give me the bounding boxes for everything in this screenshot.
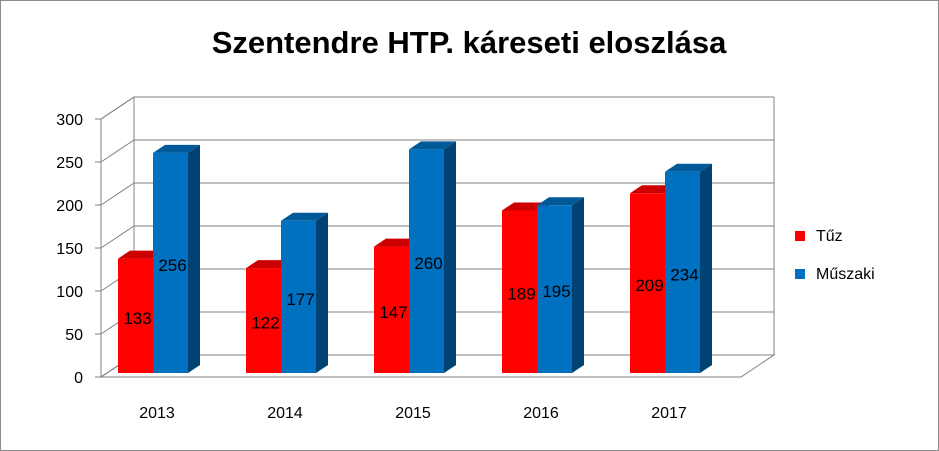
data-label: 133 <box>123 309 151 328</box>
data-labels: 133 256 122 177 147 260 189 195 209 234 <box>123 254 698 332</box>
y-tick-label: 150 <box>56 241 83 258</box>
gridline <box>100 96 774 120</box>
y-tick-label: 200 <box>56 198 83 215</box>
legend-swatch <box>795 231 805 241</box>
data-label: 234 <box>670 265 698 284</box>
x-axis-ticks: 2013 2014 2015 2016 2017 <box>139 405 687 422</box>
gridline <box>100 139 774 163</box>
bar-muszaki-2013 <box>153 144 200 373</box>
gridline <box>100 182 774 206</box>
y-tick-label: 50 <box>65 327 83 344</box>
data-label: 260 <box>414 254 442 273</box>
data-label: 122 <box>251 314 279 333</box>
y-tick-label: 100 <box>56 284 83 301</box>
x-tick-label: 2015 <box>395 405 431 422</box>
legend-label: Tűz <box>816 228 843 245</box>
bar-muszaki-2016 <box>537 197 584 373</box>
y-axis-ticks: 0 50 100 150 200 250 300 <box>56 112 83 387</box>
x-tick-label: 2016 <box>523 405 559 422</box>
chart-title: Szentendre HTP. káreseti eloszlása <box>212 25 727 60</box>
data-label: 209 <box>635 276 663 295</box>
y-tick-label: 300 <box>56 112 83 129</box>
y-tick-label: 0 <box>74 370 83 387</box>
x-tick-label: 2013 <box>139 405 175 422</box>
x-tick-label: 2014 <box>267 405 303 422</box>
bar-muszaki-2015 <box>409 141 456 373</box>
legend-swatch <box>795 269 805 279</box>
data-label: 147 <box>379 303 407 322</box>
bar-muszaki-2017 <box>665 163 712 373</box>
bar-muszaki-2014 <box>281 212 328 373</box>
data-label: 177 <box>286 290 314 309</box>
legend-label: Műszaki <box>816 266 875 283</box>
data-label: 256 <box>158 256 186 275</box>
data-label: 195 <box>542 282 570 301</box>
bars <box>118 141 712 373</box>
x-tick-label: 2017 <box>651 405 687 422</box>
legend: Tűz Műszaki <box>795 228 875 283</box>
data-label: 189 <box>507 285 535 304</box>
y-tick-label: 250 <box>56 155 83 172</box>
